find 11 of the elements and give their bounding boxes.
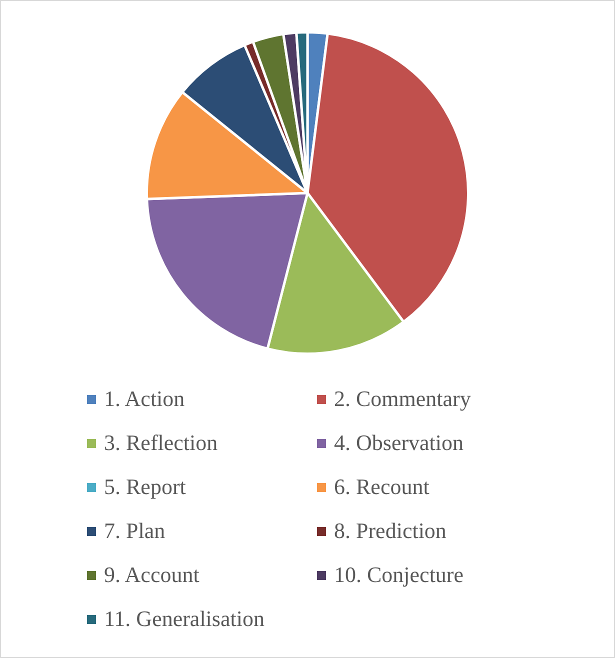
legend-label: 2. Commentary bbox=[334, 385, 471, 413]
legend-label: 3. Reflection bbox=[104, 429, 218, 457]
legend-label: 8. Prediction bbox=[334, 517, 446, 545]
legend-label: 11. Generalisation bbox=[104, 605, 264, 633]
legend-label: 5. Report bbox=[104, 473, 186, 501]
legend-label: 4. Observation bbox=[334, 429, 464, 457]
legend-label: 1. Action bbox=[104, 385, 185, 413]
legend-label: 7. Plan bbox=[104, 517, 166, 545]
legend-label: 6. Recount bbox=[334, 473, 430, 501]
legend-label: 9. Account bbox=[104, 561, 200, 589]
legend-label: 10. Conjecture bbox=[334, 561, 464, 589]
